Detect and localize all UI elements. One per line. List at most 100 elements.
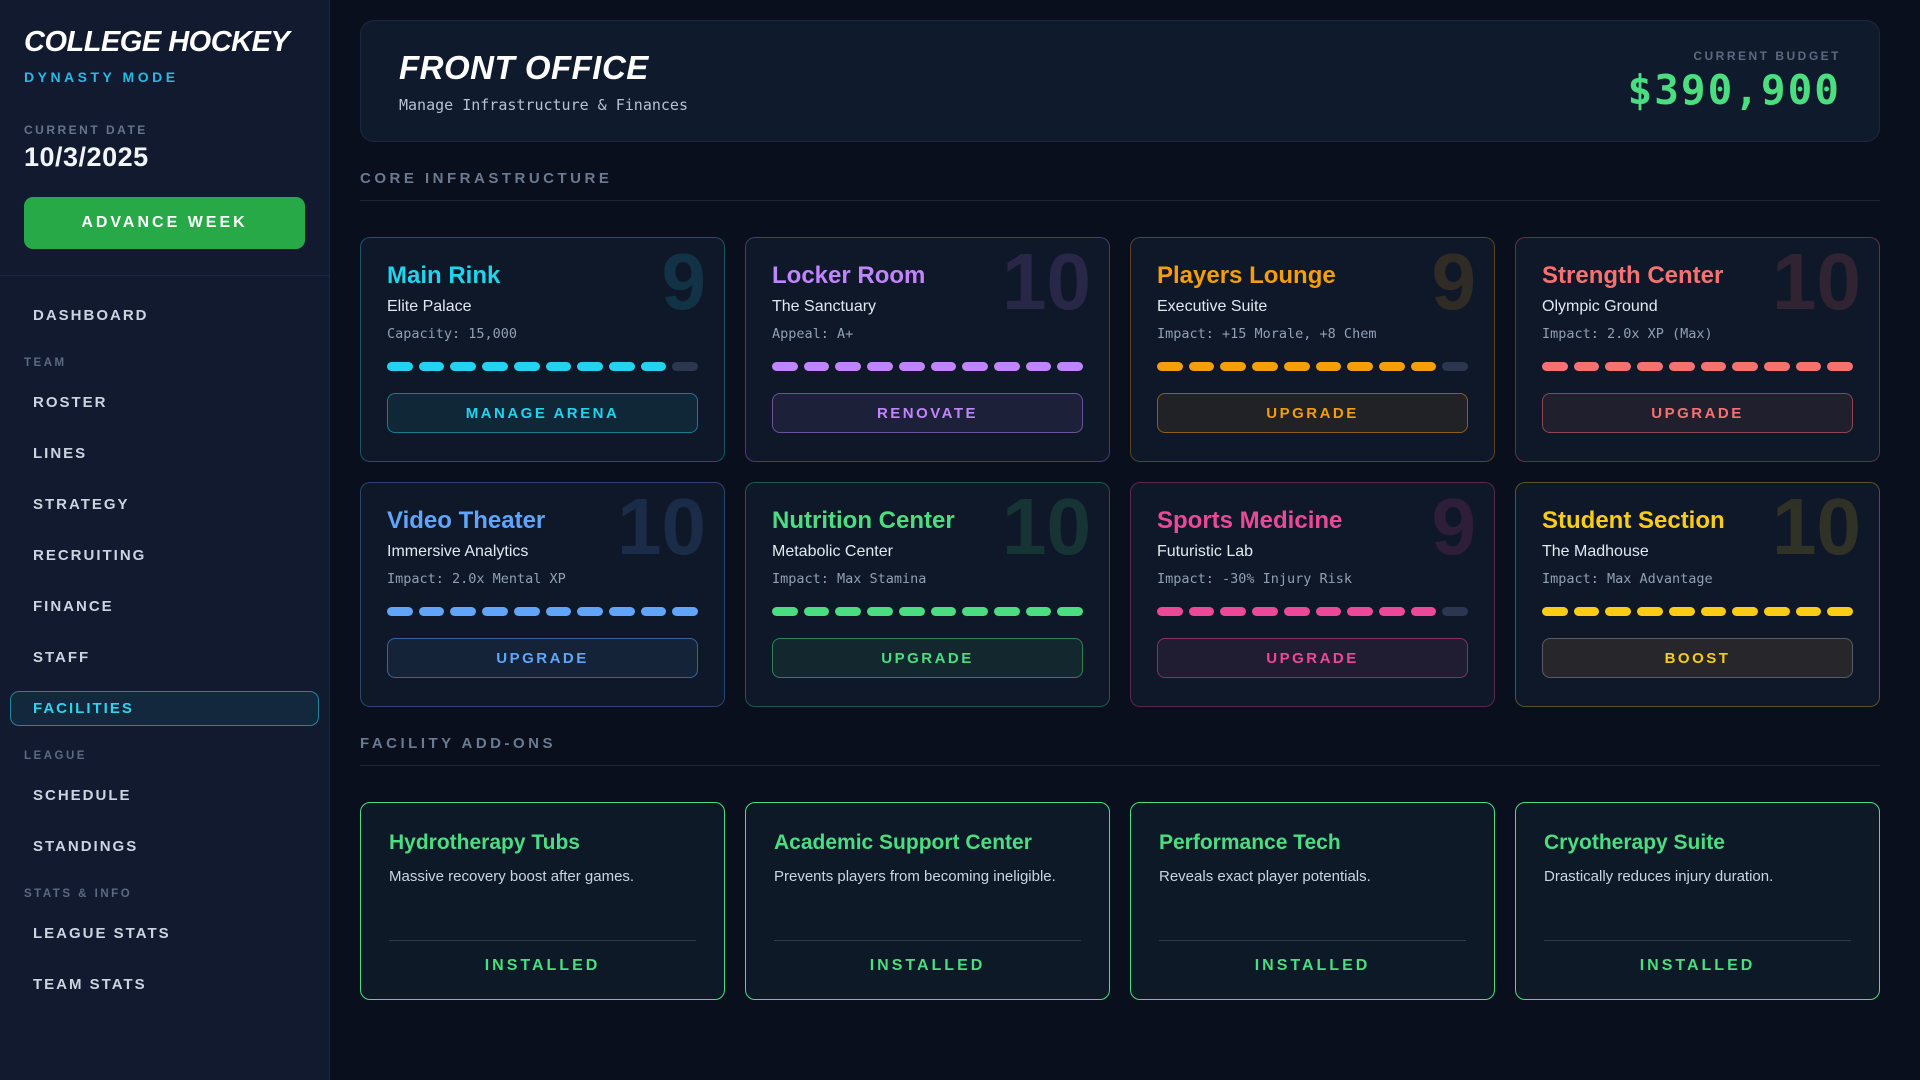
progress-segment <box>803 362 830 371</box>
progress-segment <box>1347 607 1373 616</box>
progress-segment <box>1188 362 1215 371</box>
progress-segment <box>1283 362 1310 371</box>
addon-description: Massive recovery boost after games. <box>389 868 635 885</box>
progress-segment <box>803 607 830 616</box>
progress-segment <box>1315 607 1342 616</box>
sidebar-item-league-stats[interactable]: LEAGUE STATS <box>33 925 171 942</box>
sidebar-item-roster[interactable]: ROSTER <box>33 394 108 411</box>
divider <box>774 940 1081 941</box>
manage-arena-button[interactable]: MANAGE ARENA <box>387 393 698 433</box>
progress-segment <box>835 607 862 616</box>
advance-week-button[interactable]: ADVANCE WEEK <box>24 197 305 249</box>
sidebar-section-stats-info: STATS & INFO <box>24 888 133 900</box>
sidebar-item-lines[interactable]: LINES <box>33 445 88 462</box>
progress-segment <box>1057 362 1084 371</box>
progress-segment <box>513 607 540 616</box>
progress-segment <box>1732 607 1758 616</box>
progress-segment <box>1025 362 1052 371</box>
progress-segment <box>672 607 699 616</box>
facility-level-watermark: 10 <box>1772 237 1861 326</box>
progress-segment <box>545 607 572 616</box>
addon-name: Cryotherapy Suite <box>1544 831 1725 854</box>
facility-card-student-section: 10 Student Section The Madhouse Impact: … <box>1515 482 1880 707</box>
sidebar-item-schedule[interactable]: SCHEDULE <box>33 787 132 804</box>
addon-status-badge: INSTALLED <box>484 957 601 974</box>
facility-tier: Metabolic Center <box>772 543 893 560</box>
progress-segment <box>930 607 957 616</box>
upgrade-button[interactable]: UPGRADE <box>1157 393 1468 433</box>
progress-segment <box>640 362 667 371</box>
upgrade-button[interactable]: UPGRADE <box>387 638 698 678</box>
divider <box>1159 940 1466 941</box>
progress-segment <box>418 362 445 371</box>
addon-name: Performance Tech <box>1159 831 1341 854</box>
progress-segment <box>1795 362 1822 371</box>
facility-name: Video Theater <box>387 507 546 534</box>
sidebar-item-standings[interactable]: STANDINGS <box>33 838 139 855</box>
progress-segment <box>1542 607 1568 616</box>
progress-segment <box>1025 607 1052 616</box>
level-progress-bar <box>1157 607 1469 616</box>
sidebar-item-staff[interactable]: STAFF <box>33 649 91 666</box>
progress-segment <box>1573 607 1600 616</box>
level-progress-bar <box>772 362 1084 371</box>
addon-name: Academic Support Center <box>774 831 1032 854</box>
facility-name: Locker Room <box>772 262 926 289</box>
upgrade-button[interactable]: UPGRADE <box>1157 638 1468 678</box>
addon-card-cryotherapy-suite: Cryotherapy Suite Drastically reduces in… <box>1515 802 1880 1000</box>
facility-level-watermark: 10 <box>617 482 706 571</box>
sidebar: COLLEGE HOCKEY DYNASTY MODE CURRENT DATE… <box>0 0 330 1080</box>
facilities-grid: 9 Main Rink Elite Palace Capacity: 15,00… <box>360 237 1880 707</box>
boost-button[interactable]: BOOST <box>1542 638 1853 678</box>
facility-tier: Olympic Ground <box>1542 298 1658 315</box>
level-progress-bar <box>1542 362 1854 371</box>
progress-segment <box>1605 607 1632 616</box>
progress-segment <box>930 362 957 371</box>
progress-segment <box>1410 607 1437 616</box>
sidebar-nav: DASHBOARD TEAM ROSTER LINES STRATEGY REC… <box>10 298 319 1002</box>
renovate-button[interactable]: RENOVATE <box>772 393 1083 433</box>
addon-status-badge: INSTALLED <box>1254 957 1371 974</box>
addon-name: Hydrotherapy Tubs <box>389 831 580 854</box>
progress-segment <box>1378 607 1405 616</box>
progress-segment <box>672 362 699 371</box>
facility-level-watermark: 10 <box>1772 482 1861 571</box>
sidebar-item-facilities[interactable]: FACILITIES <box>10 691 319 726</box>
sidebar-item-strategy[interactable]: STRATEGY <box>33 496 130 513</box>
progress-segment <box>1605 362 1632 371</box>
section-core-infrastructure: CORE INFRASTRUCTURE <box>360 170 1880 201</box>
progress-segment <box>993 362 1020 371</box>
progress-segment <box>1347 362 1373 371</box>
progress-segment <box>898 362 925 371</box>
level-progress-bar <box>1157 362 1469 371</box>
upgrade-button[interactable]: UPGRADE <box>772 638 1083 678</box>
progress-segment <box>1732 362 1758 371</box>
progress-segment <box>1542 362 1568 371</box>
sidebar-item-finance[interactable]: FINANCE <box>33 598 114 615</box>
facility-detail: Impact: -30% Injury Risk <box>1157 571 1353 587</box>
progress-segment <box>387 607 413 616</box>
addon-description: Prevents players from becoming ineligibl… <box>774 868 1056 885</box>
progress-segment <box>1795 607 1822 616</box>
budget-value: $390,900 <box>1627 65 1841 114</box>
progress-segment <box>577 607 603 616</box>
progress-segment <box>1442 362 1469 371</box>
addons-grid: Hydrotherapy Tubs Massive recovery boost… <box>360 802 1880 1000</box>
facility-detail: Impact: 2.0x Mental XP <box>387 571 566 587</box>
level-progress-bar <box>387 607 699 616</box>
facility-detail: Impact: +15 Morale, +8 Chem <box>1157 326 1377 342</box>
progress-segment <box>450 362 477 371</box>
front-office-header: FRONT OFFICE Manage Infrastructure & Fin… <box>360 20 1880 142</box>
sidebar-item-dashboard[interactable]: DASHBOARD <box>33 307 149 324</box>
facility-tier: The Madhouse <box>1542 543 1649 560</box>
app-title: COLLEGE HOCKEY <box>24 26 290 58</box>
facility-name: Players Lounge <box>1157 262 1336 289</box>
facility-name: Main Rink <box>387 262 501 289</box>
sidebar-item-team-stats[interactable]: TEAM STATS <box>33 976 147 993</box>
facility-level-watermark: 9 <box>1431 237 1477 326</box>
sidebar-item-recruiting[interactable]: RECRUITING <box>33 547 147 564</box>
facility-name: Strength Center <box>1542 262 1724 289</box>
progress-segment <box>387 362 413 371</box>
facility-detail: Impact: 2.0x XP (Max) <box>1542 326 1713 342</box>
upgrade-button[interactable]: UPGRADE <box>1542 393 1853 433</box>
